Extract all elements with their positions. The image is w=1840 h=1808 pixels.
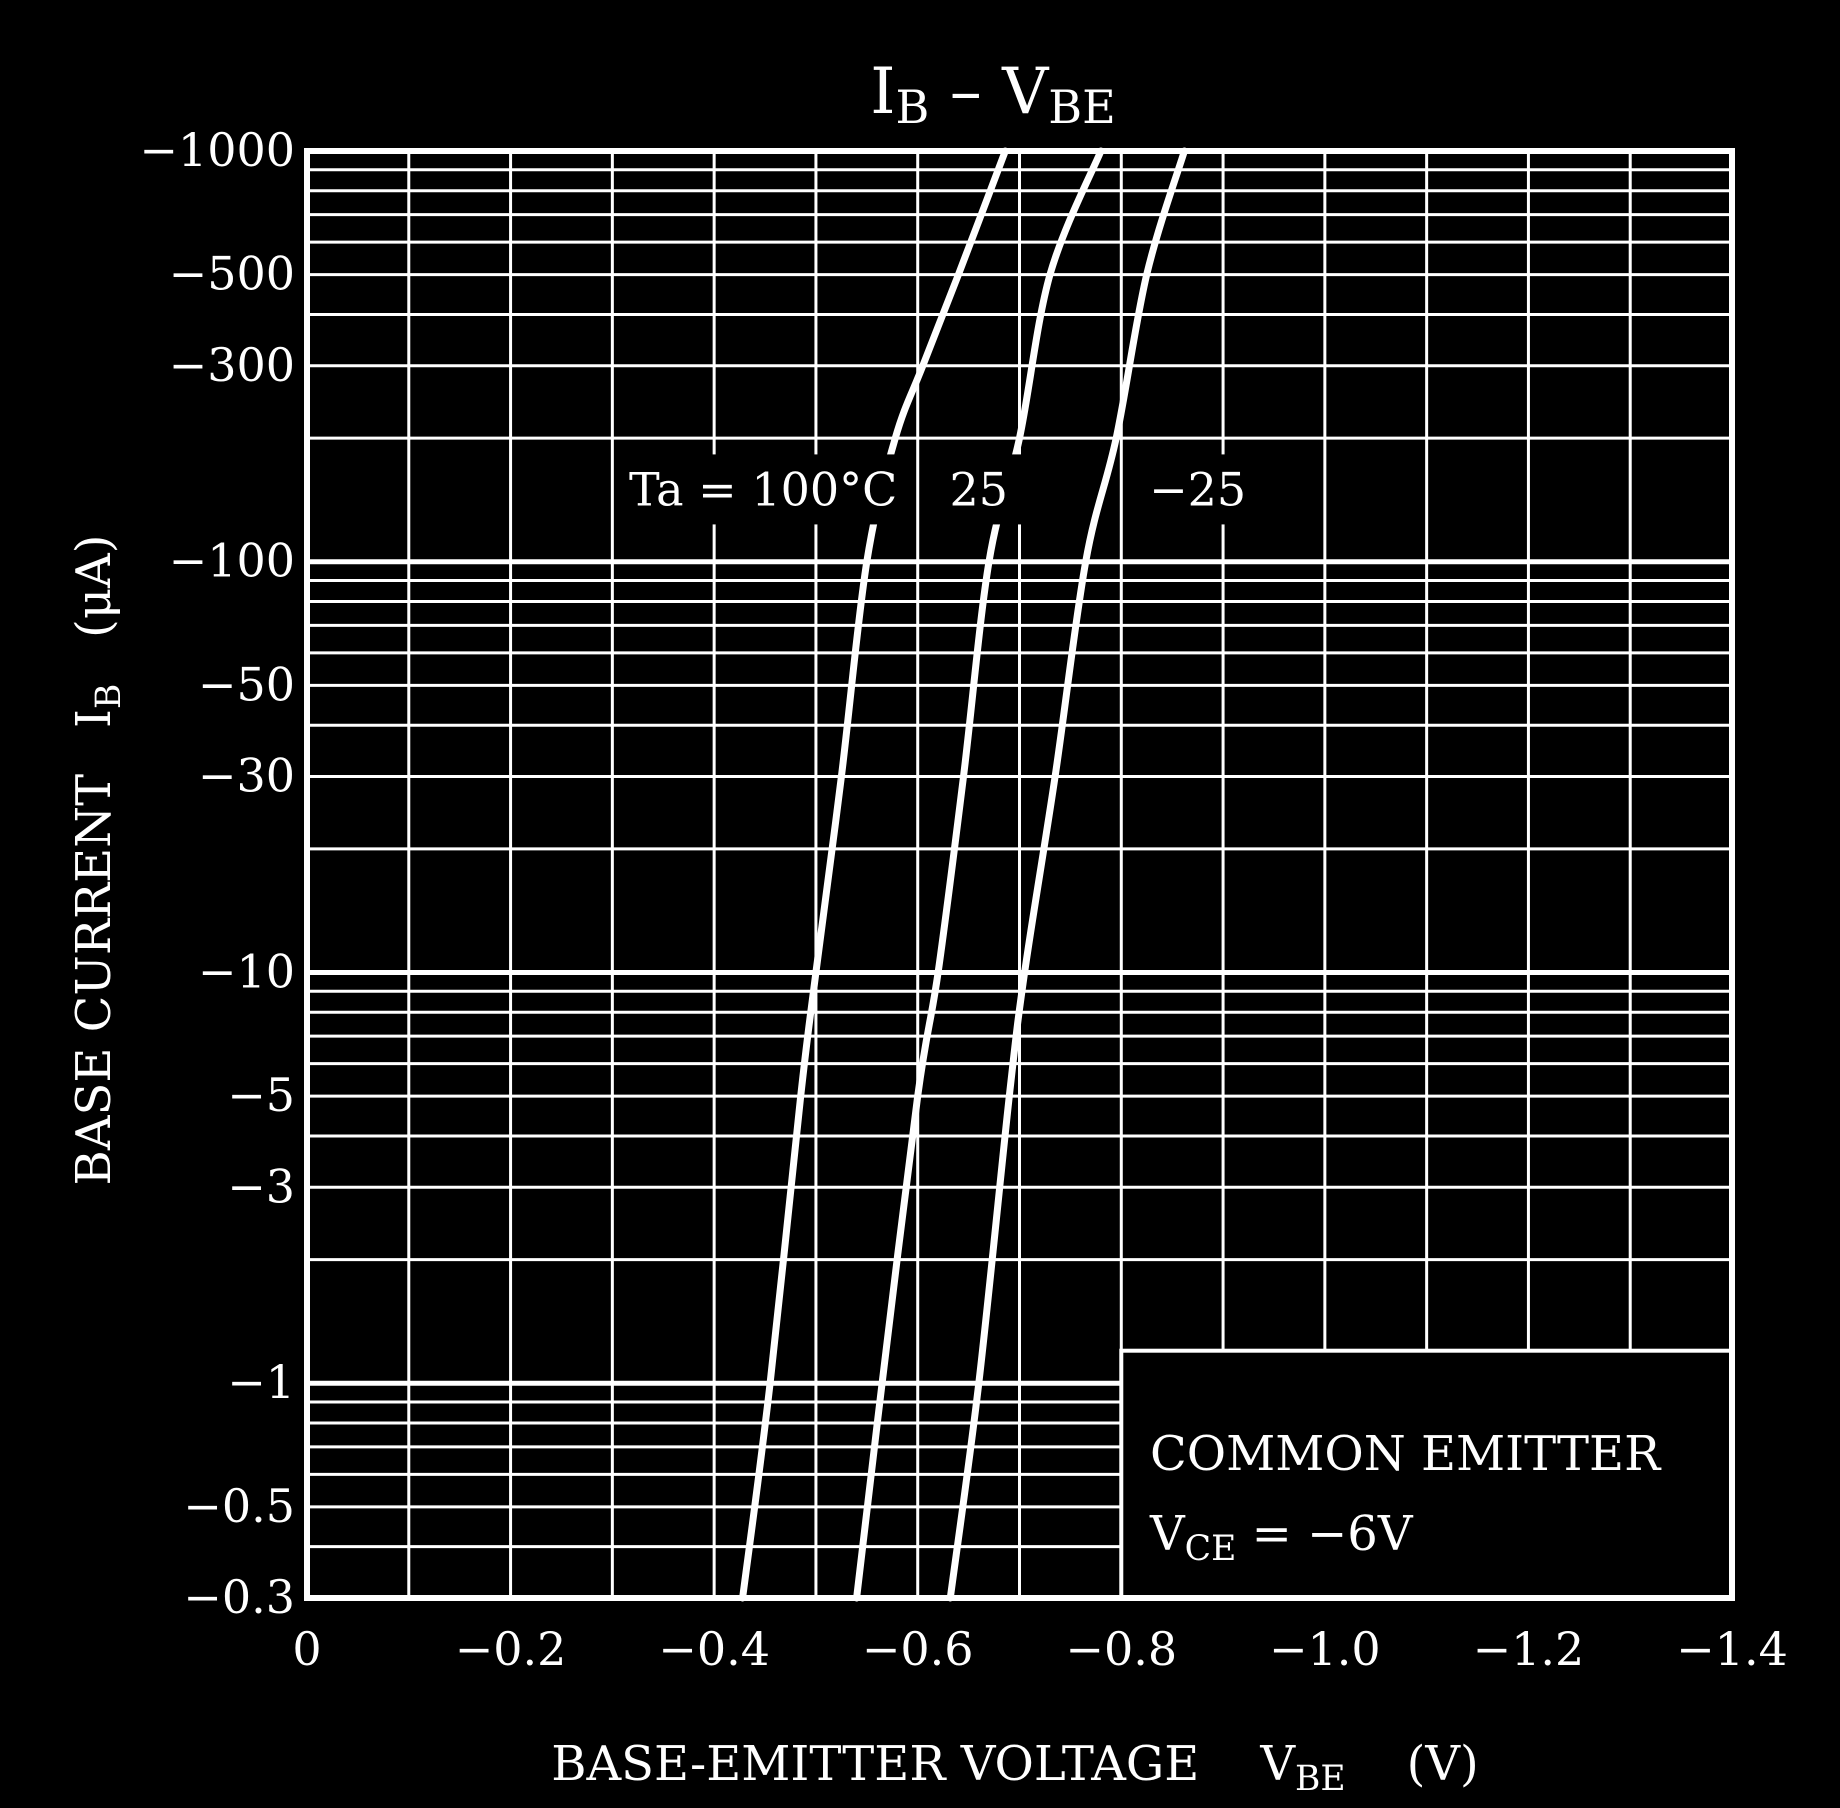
curve-label-2: −25 [1135,454,1261,525]
annotation-line-2: VCE = −6V [1149,1506,1414,1569]
y-tick-label: −50 [198,657,295,711]
x-tick-label: −0.8 [1065,1622,1177,1676]
curve-labels: Ta = 100°C 25 −25 [615,454,1261,525]
curve-label-backdrop [935,454,1023,525]
curve-label-text: Ta = 100°C [629,462,897,516]
x-tick-label: 0 [292,1622,321,1676]
x-tick-label: −1.4 [1676,1622,1788,1676]
y-tick-label: −10 [198,944,295,998]
curve-series-2 [946,147,1188,1602]
test-condition-note: COMMON EMITTER VCE = −6V [1149,1426,1662,1569]
y-tick-label: −100 [169,534,295,588]
y-tick-label: −1000 [139,123,295,177]
x-axis-label: BASE-EMITTER VOLTAGE VBE (V) [551,1736,1479,1799]
curves [739,147,1188,1602]
y-tick-label: −30 [198,749,295,803]
plot-frame [304,148,1735,1601]
y-tick-labels: −1000 −500 −300 −100 −50 −30 −10 −5 −3 −1 −0.5 −0.3 [139,123,295,1624]
x-tick-label: −0.2 [455,1622,567,1676]
x-tick-label: −1.2 [1473,1622,1585,1676]
annotation-line-1: COMMON EMITTER [1150,1426,1662,1482]
y-tick-label: −0.3 [183,1570,295,1624]
y-tick-label: −5 [227,1068,295,1122]
y-tick-label: −500 [169,247,295,301]
y-tick-label: −300 [169,338,295,392]
chart-title: IB – VBE [870,55,1116,134]
curve-series-1 [853,147,1105,1602]
y-tick-label: −1 [227,1355,295,1409]
x-tick-label: −0.6 [862,1622,974,1676]
x-tick-label: −0.4 [658,1622,770,1676]
y-tick-label: −0.5 [183,1479,295,1533]
curve-label-text: −25 [1149,462,1246,516]
y-axis-label: BASE CURRENT IB (μA) [66,535,129,1186]
curve-label-text: 25 [950,462,1009,516]
curve-label-0: Ta = 100°C [615,454,912,525]
x-tick-labels: 0 −0.2 −0.4 −0.6 −0.8 −1.0 −1.2 −1.4 [292,1622,1787,1676]
y-tick-label: −3 [227,1159,295,1213]
curve-series-0 [739,147,1009,1602]
curve-label-1: 25 [935,454,1023,525]
curve-label-backdrop [1135,454,1261,525]
x-tick-label: −1.0 [1269,1622,1381,1676]
curve-label-backdrop [615,454,912,525]
